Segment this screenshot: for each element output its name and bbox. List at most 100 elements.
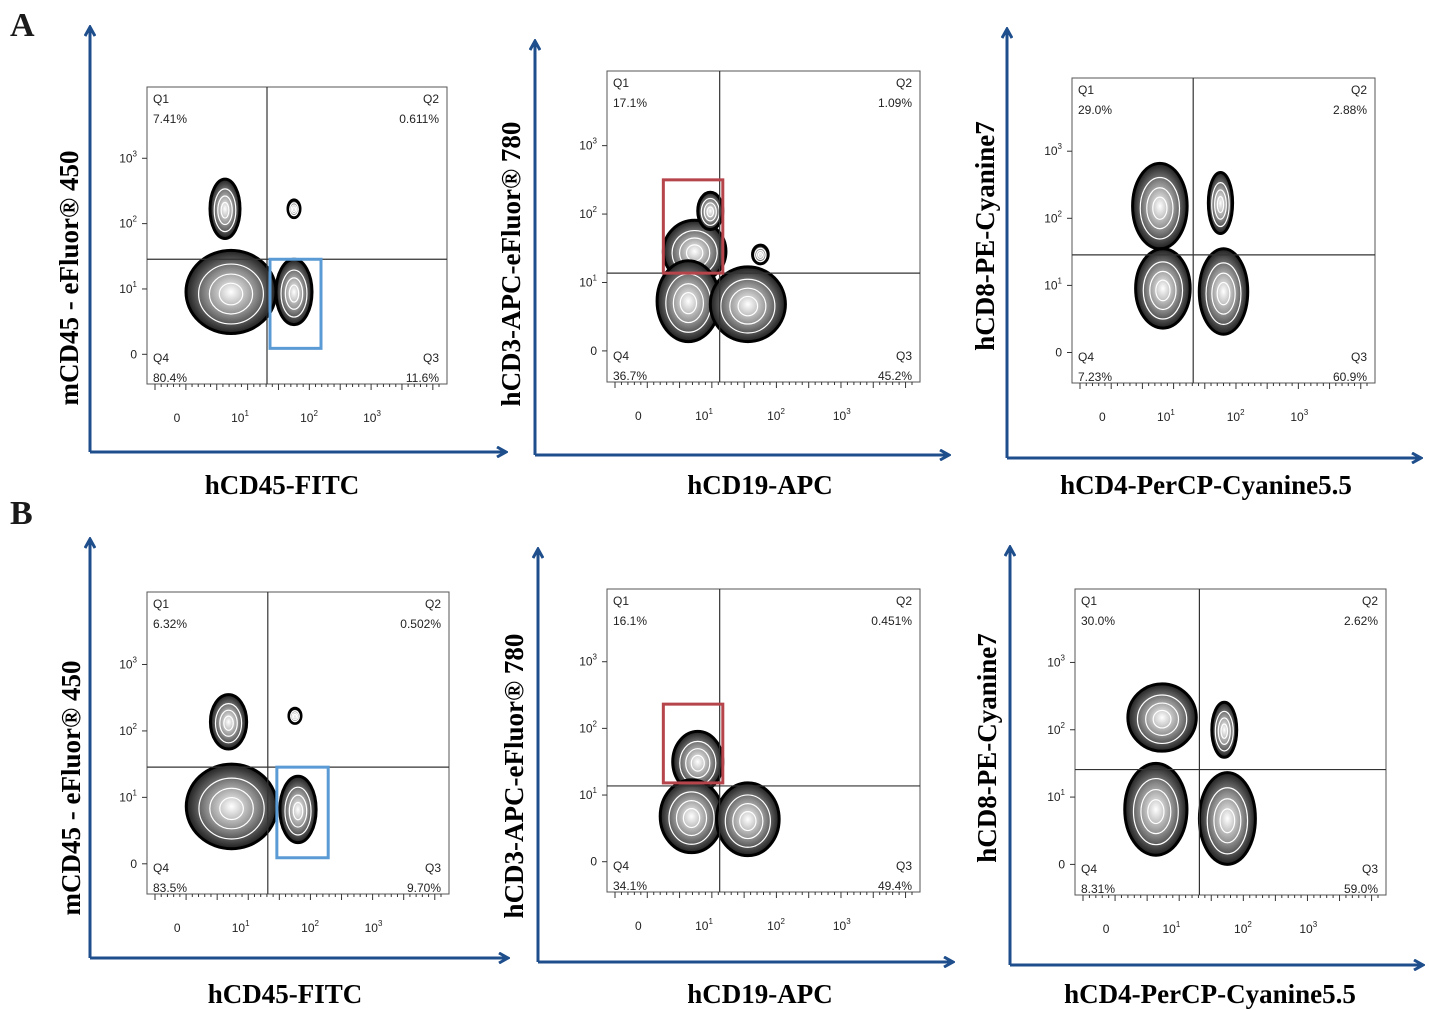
- quadrant-name-q1: Q1: [153, 597, 169, 611]
- quadrant-name-q1: Q1: [1081, 594, 1097, 608]
- contour-ring: [288, 284, 300, 303]
- x-tick-label: 0: [1099, 410, 1106, 424]
- contour-ring: [292, 713, 298, 719]
- contour-ring: [720, 278, 776, 334]
- contour-ring: [682, 808, 701, 829]
- contour-ring: [214, 703, 243, 744]
- quadrant-percent-q3: 60.9%: [1333, 370, 1367, 384]
- quadrant-percent-q3: 45.2%: [878, 369, 912, 383]
- quadrant-name-q4: Q4: [1081, 862, 1097, 876]
- contour-ring: [1219, 808, 1236, 834]
- contour-ring: [1142, 261, 1184, 320]
- contour-ring: [223, 715, 234, 731]
- plot-frame: [146, 86, 448, 385]
- x-tick-label: 101: [1163, 920, 1181, 936]
- contour-ring: [675, 800, 708, 837]
- x-tick-label: 103: [363, 409, 381, 425]
- y-axis-title: mCD45 - eFluor® 450: [54, 151, 84, 406]
- quadrant-name-q2: Q2: [423, 92, 439, 106]
- quadrant-percent-q4: 8.31%: [1081, 882, 1115, 896]
- quadrant-percent-q4: 7.23%: [1078, 370, 1112, 384]
- contour-ring: [284, 786, 312, 836]
- x-tick-label: 103: [365, 919, 383, 935]
- quadrant-name-q3: Q3: [1351, 350, 1367, 364]
- quadrant-percent-q1: 29.0%: [1078, 103, 1112, 117]
- x-tick-label: 0: [174, 921, 181, 935]
- quadrant-name-q1: Q1: [1078, 83, 1094, 97]
- x-tick-label: 102: [767, 917, 785, 933]
- y-tick-label: 102: [579, 205, 597, 221]
- contour-ring: [1211, 182, 1230, 228]
- quadrant-name-q4: Q4: [153, 861, 169, 875]
- contour-ring: [1216, 281, 1231, 306]
- x-axis-title: hCD45-FITC: [208, 979, 363, 1009]
- contour-ring: [1155, 279, 1171, 302]
- quadrant-name-q3: Q3: [425, 861, 441, 875]
- x-tick-label: 101: [695, 407, 713, 423]
- contour-ring: [1211, 272, 1236, 315]
- y-tick-label: 101: [579, 786, 597, 802]
- population-contour: [715, 781, 781, 858]
- contour-ring: [209, 787, 254, 830]
- contour-ring: [289, 202, 299, 217]
- y-tick-label: 103: [1047, 653, 1065, 669]
- y-tick-label: 102: [579, 719, 597, 735]
- x-tick-label: 101: [695, 917, 713, 933]
- contour-ring: [198, 777, 265, 840]
- contour-ring: [218, 282, 244, 306]
- quadrant-percent-q2: 0.502%: [400, 617, 441, 631]
- contour-ring: [213, 188, 237, 233]
- x-axis-title: hCD19-APC: [687, 470, 833, 500]
- flow-plot-a-3: Q1 29.0% Q2 2.88% Q3 60.9% Q4 7.23% 0 101 102 103 0 1…: [970, 30, 1420, 500]
- quadrant-percent-q2: 2.62%: [1344, 614, 1378, 628]
- x-tick-label: 0: [635, 919, 642, 933]
- y-tick-label: 101: [579, 273, 597, 289]
- quadrant-name-q3: Q3: [1362, 862, 1378, 876]
- x-tick-label: 102: [301, 919, 319, 935]
- quadrant-percent-q3: 49.4%: [878, 879, 912, 893]
- x-tick-label: 101: [231, 409, 249, 425]
- contour-ring: [219, 796, 244, 821]
- x-tick-label: 103: [1299, 920, 1317, 936]
- quadrant-name-q4: Q4: [1078, 350, 1094, 364]
- quadrant-percent-q2: 2.88%: [1333, 103, 1367, 117]
- contour-ring: [290, 204, 298, 215]
- quadrant-percent-q1: 30.0%: [1081, 614, 1115, 628]
- y-tick-label: 0: [130, 347, 137, 361]
- contour-ring: [706, 206, 715, 218]
- quadrant-name-q2: Q2: [896, 594, 912, 608]
- contour-ring: [280, 269, 308, 318]
- y-tick-label: 103: [1044, 142, 1062, 158]
- x-axis-title: hCD4-PerCP-Cyanine5.5: [1064, 979, 1356, 1009]
- y-tick-label: 102: [1047, 721, 1065, 737]
- x-tick-label: 103: [1290, 408, 1308, 424]
- contour-ring: [672, 283, 705, 324]
- contour-ring: [291, 711, 299, 721]
- contour-ring: [756, 249, 765, 261]
- plot-frame: [146, 591, 450, 895]
- flow-plot-a-1: Q1 7.41% Q2 0.611% Q3 11.6% Q4 80.4% 0 101 102 103 0…: [54, 28, 505, 500]
- contour-ring: [217, 195, 233, 226]
- quadrant-percent-q2: 0.451%: [871, 614, 912, 628]
- quadrant-name-q3: Q3: [896, 859, 912, 873]
- contour-ring: [1146, 187, 1174, 230]
- y-axis-title: hCD8-PE-Cyanine7: [970, 121, 1000, 351]
- population-contour: [1197, 247, 1250, 336]
- panel-label-a: A: [10, 7, 35, 44]
- contour-ring: [739, 811, 757, 832]
- contour-ring: [1145, 702, 1180, 736]
- contour-ring: [1136, 694, 1188, 745]
- contour-ring: [754, 247, 767, 263]
- quadrant-percent-q2: 0.611%: [399, 112, 439, 126]
- contour-ring: [668, 791, 715, 845]
- quadrant-percent-q4: 36.7%: [613, 369, 647, 383]
- quadrant-percent-q4: 34.1%: [613, 879, 647, 893]
- y-tick-label: 0: [130, 857, 137, 871]
- contour-ring: [1220, 723, 1229, 739]
- contour-ring: [1216, 196, 1225, 214]
- y-tick-label: 101: [1044, 276, 1062, 292]
- quadrant-percent-q1: 16.1%: [613, 614, 647, 628]
- contour-ring: [1140, 788, 1172, 835]
- x-tick-label: 0: [635, 409, 642, 423]
- y-tick-label: 0: [590, 344, 597, 358]
